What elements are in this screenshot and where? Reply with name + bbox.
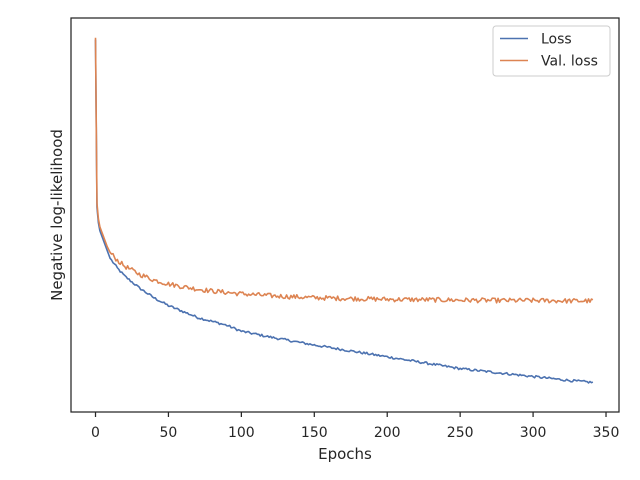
legend: Loss Val. loss: [492, 25, 611, 77]
x-tick-label: 0: [91, 425, 100, 441]
x-tick-label: 350: [593, 425, 620, 441]
legend-label-loss: Loss: [541, 32, 572, 48]
plot-area: [70, 17, 620, 413]
loss-series-line: [94, 39, 594, 384]
x-tick-label: 50: [160, 425, 178, 441]
legend-label-val-loss: Val. loss: [541, 54, 598, 70]
x-tick-label: 200: [374, 425, 401, 441]
x-tick-label: 150: [301, 425, 328, 441]
x-axis-label: Epochs: [318, 445, 372, 463]
x-tick-label: 100: [228, 425, 255, 441]
val-loss-series-line: [94, 37, 594, 304]
y-axis-label: Negative log-likelihood: [48, 129, 66, 301]
x-axis-ticks: 0 50 100 150 200 250 300 350: [91, 412, 619, 441]
series-lines: [94, 37, 594, 384]
x-tick-label: 250: [447, 425, 474, 441]
x-tick-label: 300: [520, 425, 547, 441]
